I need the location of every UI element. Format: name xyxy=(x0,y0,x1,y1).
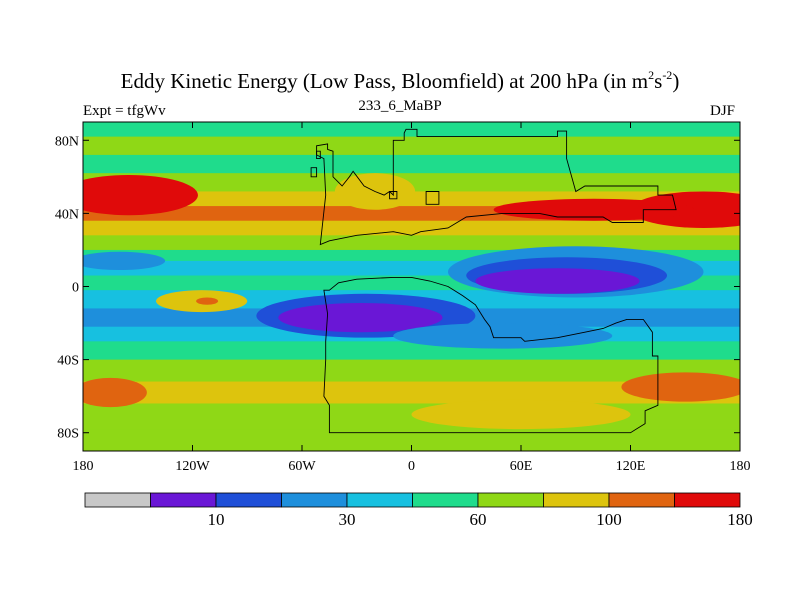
colorbar-label: 60 xyxy=(470,510,487,529)
x-tick-label: 0 xyxy=(408,459,415,474)
colorbar-label: 180 xyxy=(727,510,753,529)
colorbar-swatch xyxy=(412,492,479,508)
north-island-3 xyxy=(425,191,440,205)
contour-band xyxy=(83,235,740,251)
contour-patch xyxy=(475,268,640,294)
y-tick-label: 40S xyxy=(57,354,79,369)
contour-band xyxy=(83,136,740,156)
contour-patch xyxy=(83,251,166,271)
period-label: 233_6_MaBP xyxy=(358,98,442,114)
contour-patch xyxy=(83,377,147,408)
axes: 180 120W 60W 0 60E 120E 180 80N 40N 0 40S 80S xyxy=(55,122,751,474)
x-tick-label: 120E xyxy=(616,459,646,474)
colorbar-swatch xyxy=(84,492,151,508)
colorbar-swatch xyxy=(477,492,544,508)
contour-band xyxy=(83,359,740,383)
x-tick-label: 180 xyxy=(73,459,94,474)
contour-band xyxy=(83,429,740,451)
y-tick-label: 80S xyxy=(57,427,79,442)
experiment-label: Expt = tfgWv xyxy=(83,103,166,119)
season-label: DJF xyxy=(710,103,736,119)
y-tick-label: 40N xyxy=(55,207,79,222)
x-tick-label: 180 xyxy=(730,459,751,474)
contour-band xyxy=(83,381,740,404)
colorbar: 10 30 60 100 180 xyxy=(84,492,753,529)
colorbar-swatch xyxy=(674,492,741,508)
x-tick-label: 120W xyxy=(175,459,210,474)
contour-patch xyxy=(621,372,740,402)
contour-patch xyxy=(83,175,198,216)
contour-band xyxy=(83,403,740,430)
colorbar-label: 100 xyxy=(596,510,622,529)
y-tick-label: 0 xyxy=(72,281,79,296)
continent-gondwana xyxy=(323,276,659,434)
contour-band xyxy=(83,154,740,174)
continent-outlines xyxy=(310,128,677,434)
contour-patch xyxy=(493,198,695,221)
y-tick-label: 80N xyxy=(55,134,79,149)
contour-field xyxy=(83,122,740,451)
colorbar-swatch xyxy=(608,492,675,508)
colorbar-swatch xyxy=(281,492,348,508)
contour-band xyxy=(83,173,740,192)
north-island-1 xyxy=(316,150,321,160)
contour-band xyxy=(83,220,740,236)
continent-laurasia xyxy=(316,128,677,246)
contour-patch xyxy=(411,399,631,430)
north-island-2 xyxy=(389,191,398,200)
contour-patch xyxy=(278,302,443,333)
colorbar-swatch xyxy=(346,492,413,508)
contour-patch xyxy=(393,323,613,349)
colorbar-label: 30 xyxy=(339,510,356,529)
chart-title: Eddy Kinetic Energy (Low Pass, Bloomfiel… xyxy=(120,68,680,93)
north-island-4 xyxy=(310,167,318,178)
colorbar-swatch xyxy=(215,492,282,508)
contour-band xyxy=(83,249,740,262)
contour-patch xyxy=(196,297,219,305)
contour-band xyxy=(83,341,740,361)
colorbar-swatch xyxy=(543,492,610,508)
colorbar-label: 10 xyxy=(208,510,225,529)
colorbar-swatch xyxy=(150,492,217,508)
x-tick-label: 60W xyxy=(288,459,316,474)
x-tick-label: 60E xyxy=(510,459,533,474)
